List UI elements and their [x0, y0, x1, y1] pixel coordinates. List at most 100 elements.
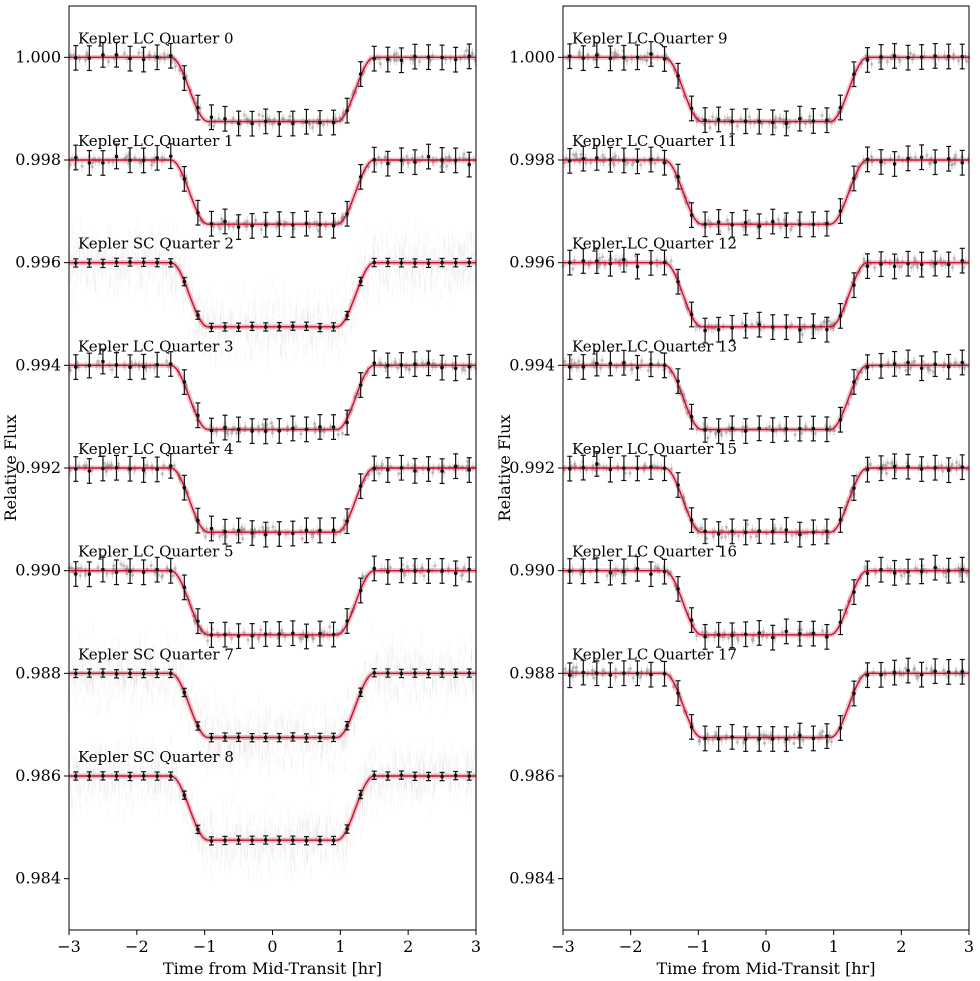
- unbinned-point: [109, 255, 111, 268]
- unbinned-point: [404, 695, 406, 708]
- unbinned-point: [72, 252, 74, 265]
- binned-point: [113, 41, 119, 68]
- unbinned-point: [118, 270, 120, 283]
- unbinned-point: [309, 845, 311, 858]
- unbinned-point: [184, 248, 185, 261]
- unbinned-point: [273, 328, 274, 341]
- binned-point: [208, 210, 214, 237]
- unbinned-point: [73, 751, 75, 764]
- unbinned-point: [247, 316, 249, 328]
- unbinned-point: [364, 659, 365, 672]
- unbinned-point: [262, 343, 264, 356]
- unbinned-point: [451, 245, 453, 258]
- unbinned-point: [454, 245, 455, 258]
- unbinned-point: [130, 677, 132, 690]
- binned-point: [453, 453, 459, 480]
- unbinned-point: [410, 153, 414, 164]
- unbinned-point: [166, 796, 168, 809]
- unbinned-point: [72, 259, 74, 272]
- unbinned-point: [411, 660, 413, 673]
- unbinned-point: [191, 677, 193, 690]
- unbinned-point: [179, 264, 181, 277]
- unbinned-point: [75, 694, 76, 707]
- unbinned-point: [473, 240, 475, 253]
- unbinned-point: [260, 305, 262, 318]
- unbinned-point: [344, 735, 346, 748]
- unbinned-point: [314, 752, 316, 765]
- unbinned-point: [458, 778, 460, 791]
- unbinned-point: [242, 110, 246, 121]
- unbinned-point: [444, 276, 446, 289]
- unbinned-point: [447, 259, 449, 272]
- unbinned-point: [449, 242, 451, 255]
- unbinned-point: [104, 240, 106, 253]
- unbinned-point: [282, 314, 283, 327]
- unbinned-point: [344, 311, 346, 324]
- unbinned-point: [181, 708, 183, 721]
- unbinned-point: [165, 262, 167, 275]
- unbinned-point: [206, 841, 208, 854]
- unbinned-point: [198, 321, 200, 334]
- unbinned-point: [134, 285, 136, 298]
- unbinned-point: [218, 841, 220, 854]
- unbinned-point: [314, 307, 315, 320]
- unbinned-point: [131, 780, 133, 793]
- unbinned-point: [468, 268, 469, 281]
- unbinned-point: [269, 826, 271, 839]
- unbinned-point: [341, 322, 343, 335]
- unbinned-point: [317, 304, 319, 317]
- unbinned-point: [429, 688, 431, 701]
- unbinned-point: [300, 314, 302, 327]
- unbinned-point: [428, 782, 430, 795]
- unbinned-point: [245, 318, 246, 331]
- unbinned-point: [333, 746, 335, 759]
- unbinned-point: [147, 238, 149, 251]
- unbinned-point: [365, 267, 367, 280]
- unbinned-point: [331, 764, 333, 777]
- unbinned-point: [423, 756, 425, 769]
- unbinned-point: [316, 336, 318, 349]
- unbinned-point: [213, 310, 214, 323]
- unbinned-point: [312, 822, 313, 835]
- unbinned-point: [392, 282, 394, 295]
- unbinned-point: [86, 276, 88, 289]
- unbinned-point: [345, 283, 347, 296]
- unbinned-point: [415, 693, 417, 706]
- unbinned-point: [402, 269, 403, 282]
- unbinned-point: [264, 336, 266, 349]
- unbinned-point: [425, 245, 426, 258]
- unbinned-point: [236, 846, 238, 859]
- unbinned-point: [417, 264, 419, 277]
- unbinned-point: [295, 762, 297, 775]
- binned-point: [86, 561, 92, 588]
- unbinned-point: [83, 262, 85, 275]
- unbinned-point: [195, 304, 197, 317]
- unbinned-point: [359, 809, 360, 822]
- unbinned-point: [447, 249, 449, 262]
- unbinned-point: [378, 757, 380, 770]
- unbinned-point: [281, 299, 283, 312]
- unbinned-point: [310, 317, 311, 330]
- unbinned-point: [69, 698, 71, 711]
- unbinned-point: [417, 254, 418, 267]
- unbinned-point: [90, 248, 92, 261]
- unbinned-point: [271, 827, 273, 840]
- unbinned-point: [337, 322, 339, 335]
- unbinned-point: [289, 705, 291, 718]
- unbinned-point: [357, 312, 359, 325]
- unbinned-point: [159, 780, 161, 793]
- unbinned-point: [325, 319, 327, 332]
- unbinned-point: [148, 681, 149, 694]
- unbinned-point: [254, 299, 256, 312]
- unbinned-point: [344, 330, 346, 343]
- unbinned-point: [144, 247, 146, 260]
- binned-point: [303, 416, 309, 443]
- unbinned-point: [454, 272, 456, 285]
- unbinned-point: [420, 753, 422, 766]
- unbinned-point: [298, 860, 300, 873]
- unbinned-point: [245, 311, 247, 324]
- binned-point: [127, 45, 133, 72]
- unbinned-point: [250, 713, 252, 726]
- binned-point: [113, 454, 119, 481]
- unbinned-point: [170, 283, 172, 296]
